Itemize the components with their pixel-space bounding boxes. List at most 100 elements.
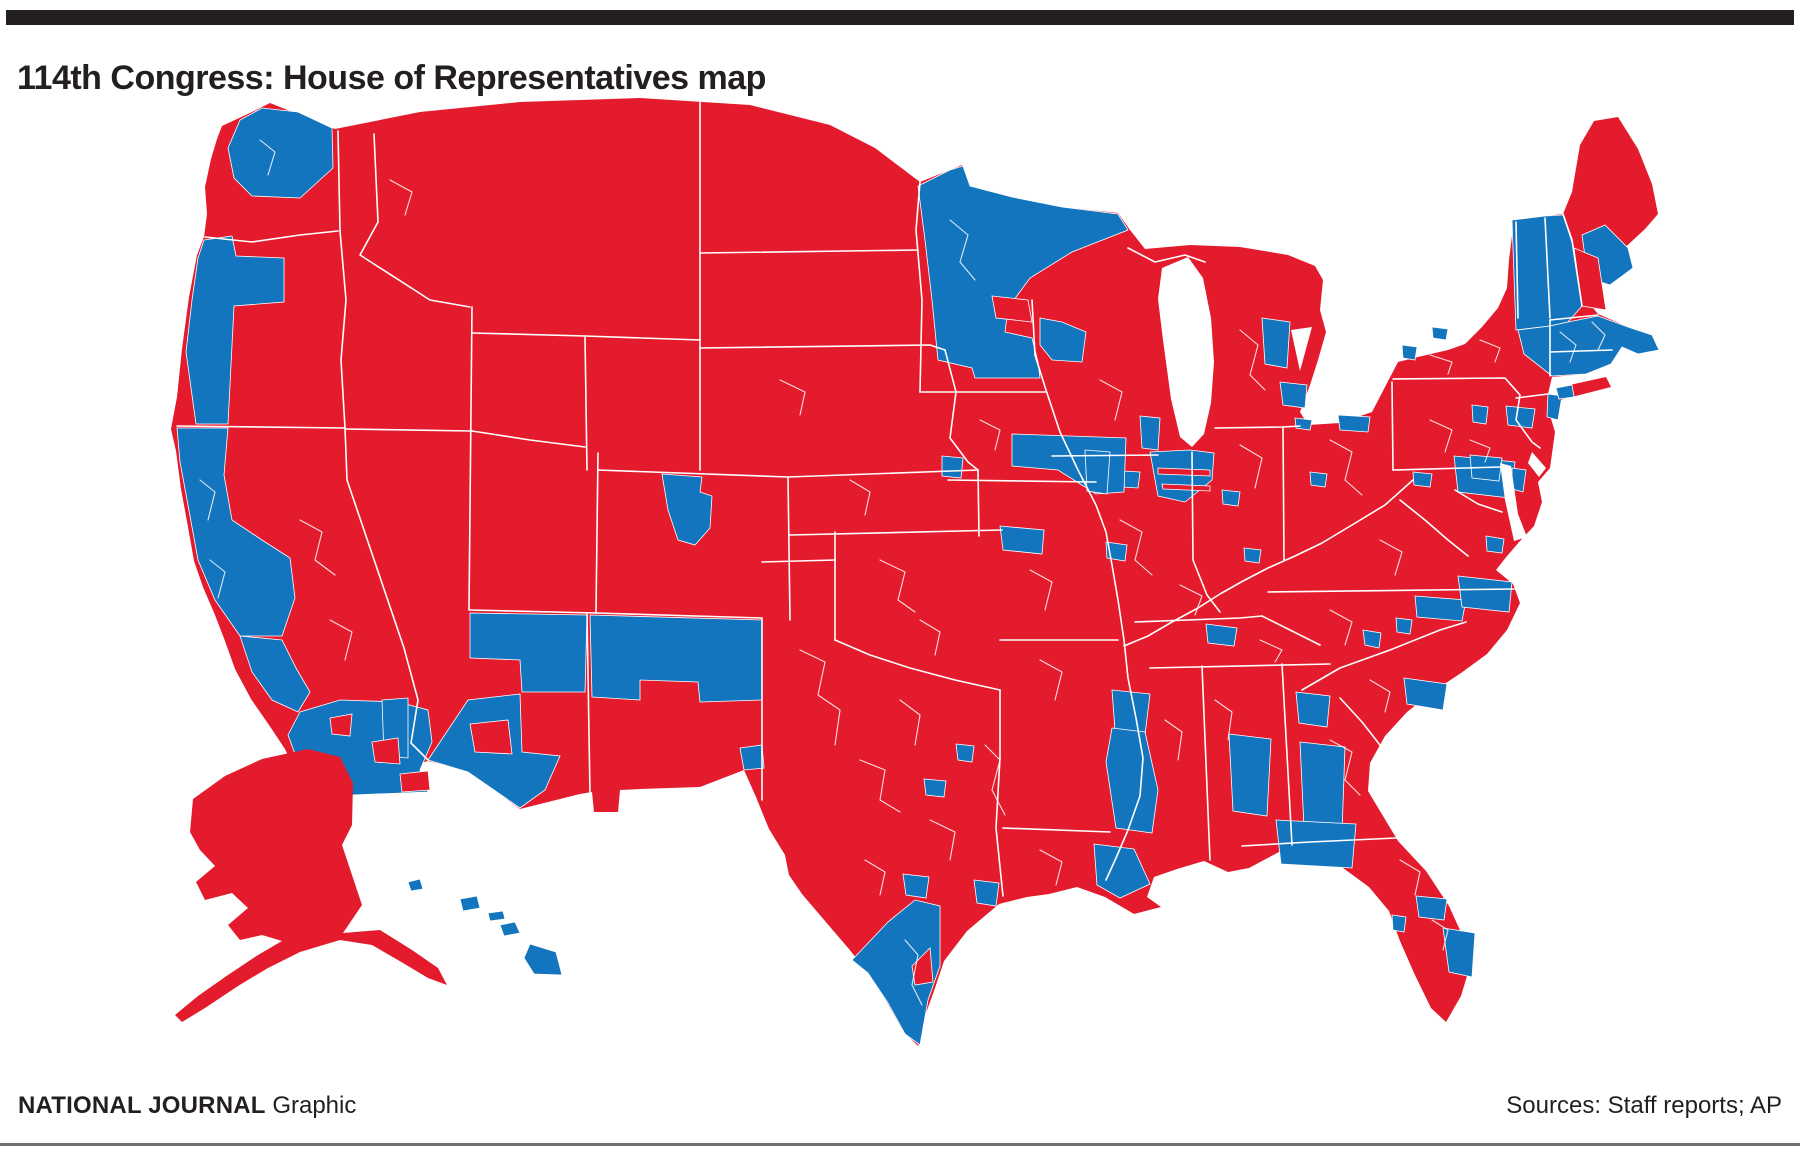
region-sc-columbia (1403, 677, 1448, 711)
region-pa-pittsburgh (1412, 471, 1433, 488)
region-oh-toledo (1294, 417, 1313, 431)
district-boundary-0 (799, 649, 841, 746)
district-boundary-10 (299, 519, 336, 576)
state-boundary-54 (1127, 247, 1206, 263)
region-il-northwest (1084, 449, 1111, 495)
district-boundary-3 (929, 819, 956, 861)
state-boundary-10 (584, 335, 588, 471)
island-hi-kauai (407, 878, 424, 892)
state-boundary-1 (337, 130, 341, 232)
region-wa-puget-sound (227, 107, 334, 199)
state-boundary-13 (595, 452, 599, 614)
pocket-az-phoenix (469, 719, 513, 755)
region-nc-raleigh (1395, 617, 1413, 635)
state-boundary-6 (471, 430, 586, 448)
region-mi-detroit (1279, 381, 1308, 409)
region-ms-delta (1105, 727, 1159, 834)
region-ca-central-coast (239, 635, 311, 713)
region-tx-el-paso (739, 744, 765, 771)
state-boundary-0 (204, 230, 339, 243)
page-title: 114th Congress: House of Representatives… (17, 58, 766, 97)
district-boundary-16 (1099, 379, 1123, 421)
region-tx-dallas (955, 743, 975, 763)
district-boundary-15 (1029, 569, 1053, 611)
district-boundary-8 (779, 379, 806, 416)
region-ky-louisville (1243, 547, 1262, 564)
state-boundary-19 (699, 249, 919, 254)
district-boundary-12 (1329, 439, 1363, 496)
state-boundary-33 (915, 181, 923, 393)
water-delaware-bay (1528, 452, 1546, 477)
state-boundary-59 (1549, 349, 1613, 353)
state-boundary-46 (1261, 615, 1321, 646)
region-ny-rochester (1431, 326, 1449, 341)
district-boundary-4 (984, 744, 1006, 816)
water-chesapeake-bay (1500, 463, 1527, 541)
state-boundary-40 (1123, 479, 1414, 647)
district-boundary-24 (1039, 659, 1063, 701)
state-boundary-49 (1339, 697, 1393, 767)
pocket-ca-la-inland-1 (329, 713, 353, 737)
state-boundary-20 (699, 344, 946, 351)
region-tx-south-border (851, 899, 941, 1046)
region-fl-north-bigbend (1275, 819, 1357, 869)
island-hi-maui (499, 921, 521, 937)
district-boundary-19 (1179, 584, 1203, 616)
state-boundary-30 (944, 349, 979, 471)
state-boundary-60 (1549, 314, 1599, 321)
island-hi-molokai (487, 910, 506, 922)
state-boundary-26 (995, 689, 1004, 897)
bottom-rule (0, 1143, 1800, 1146)
district-boundary-37 (1591, 321, 1606, 351)
state-boundary-51 (1201, 665, 1211, 861)
district-boundary-2 (899, 699, 921, 746)
district-boundary-27 (1379, 539, 1403, 576)
district-boundary-25 (1039, 849, 1063, 886)
state-boundary-53 (1241, 837, 1397, 847)
region-ny-buffalo (1401, 344, 1418, 361)
state-boundary-35 (1031, 299, 1036, 356)
state-boundary-27 (1002, 827, 1111, 833)
region-nc-charlotte (1362, 629, 1382, 649)
state-boundary-5 (344, 428, 473, 432)
district-boundary-21 (1329, 739, 1361, 796)
state-boundary-4 (344, 427, 429, 761)
region-al-birmingham-blackbelt (1228, 733, 1272, 817)
state-boundary-36 (1051, 454, 1159, 457)
district-boundary-30 (1429, 419, 1453, 453)
credit-type: Graphic (272, 1092, 357, 1119)
district-boundary-11 (329, 619, 353, 661)
region-tx-houston (973, 879, 1000, 907)
region-ma-ri-ct (1517, 315, 1660, 377)
credit-brand: NATIONAL JOURNAL (18, 1092, 266, 1119)
footer: NATIONAL JOURNAL Graphic Sources: Staff … (18, 1086, 1782, 1126)
state-boundary-14 (597, 469, 789, 478)
state-boundary-15 (787, 476, 791, 621)
region-ne-omaha (941, 455, 964, 479)
state-boundary-52 (1281, 663, 1293, 846)
state-boundary-56 (1454, 489, 1503, 513)
district-boundary-9 (389, 179, 413, 216)
state-boundary-41 (1391, 381, 1394, 471)
state-boundary-55 (1515, 393, 1549, 399)
region-la-new-orleans (1093, 843, 1151, 899)
region-mo-st-louis (1105, 541, 1128, 562)
region-or-coast-portland (185, 235, 285, 425)
region-fl-southeast (1442, 927, 1476, 978)
region-co-denver (661, 473, 713, 546)
region-ga-atlanta (1295, 691, 1331, 728)
pocket-tx-corpus-notch (911, 947, 934, 986)
region-wi-west (1039, 317, 1087, 363)
pocket-ca-san-diego-inland (399, 770, 431, 793)
state-boundary-8 (359, 133, 471, 308)
region-ga-southwest (1299, 741, 1346, 834)
region-nj-north-hudson (1505, 405, 1536, 429)
district-boundary-17 (1239, 329, 1266, 391)
district-boundary-14 (1119, 519, 1153, 576)
state-boundary-7 (468, 306, 473, 611)
district-boundary-18 (979, 419, 1001, 451)
district-boundary-5 (864, 859, 886, 896)
region-mi-flint-saginaw (1261, 317, 1291, 369)
